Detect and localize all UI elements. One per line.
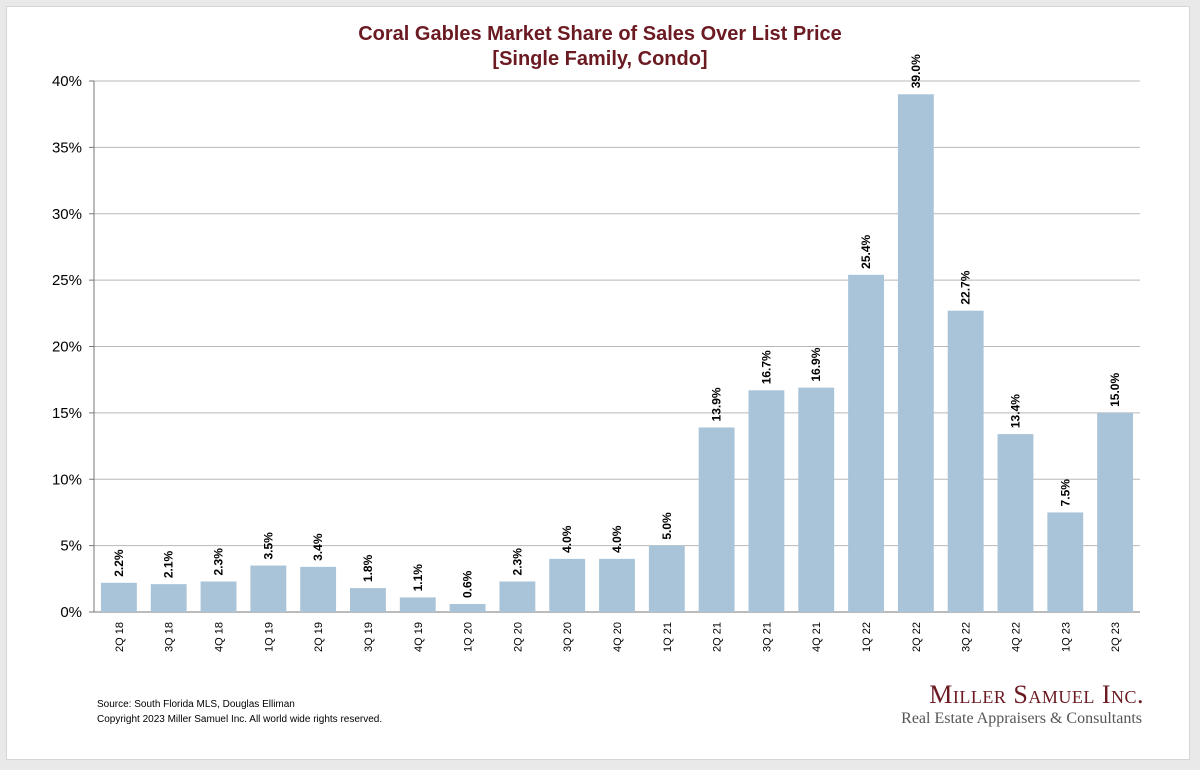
bar-data-label: 25.4% (859, 234, 873, 268)
bar (399, 597, 436, 612)
y-tick-label: 35% (52, 139, 82, 156)
bar-data-label: 16.7% (759, 350, 773, 384)
bar-data-label: 2.3% (212, 548, 226, 576)
bar-data-label: 5.0% (660, 512, 674, 540)
bar (599, 558, 635, 612)
bar-data-label: 39.0% (909, 54, 923, 88)
x-tick-label: 4Q 19 (413, 622, 425, 652)
bar (997, 434, 1034, 612)
x-tick-label: 1Q 21 (662, 622, 674, 652)
bar (100, 582, 137, 612)
bar-data-label: 22.7% (959, 270, 973, 304)
x-tick-label: 2Q 18 (114, 622, 126, 652)
y-tick-label: 0% (60, 604, 82, 621)
bar (698, 427, 735, 612)
bar-data-label: 2.2% (112, 549, 126, 577)
x-tick-label: 2Q 22 (911, 622, 923, 652)
chart-subtitle: [Single Family, Condo] (492, 48, 708, 70)
bar-data-label: 1.1% (411, 564, 425, 592)
bar-data-label: 7.5% (1058, 479, 1072, 507)
bar-data-label: 2.3% (510, 548, 524, 576)
bar (1047, 512, 1084, 612)
y-tick-label: 30% (52, 206, 82, 223)
bar-data-label: 13.4% (1008, 394, 1022, 428)
y-tick-label: 10% (52, 471, 82, 488)
y-tick-label: 15% (52, 405, 82, 422)
bar-data-label: 4.0% (560, 525, 574, 553)
x-tick-label: 2Q 21 (712, 622, 724, 652)
bar (648, 545, 685, 612)
x-tick-label: 1Q 23 (1060, 622, 1072, 652)
bar (449, 604, 486, 612)
x-tick-label: 2Q 20 (512, 622, 524, 652)
bar-data-label: 1.8% (361, 554, 375, 582)
x-tick-label: 4Q 20 (612, 622, 624, 652)
x-tick-label: 3Q 21 (761, 622, 773, 652)
bar-data-label: 13.9% (710, 387, 724, 421)
bar (549, 558, 586, 612)
bar (947, 310, 984, 612)
x-tick-label: 3Q 22 (961, 622, 973, 652)
x-tick-label: 3Q 18 (164, 622, 176, 652)
bar-data-label: 2.1% (162, 550, 176, 578)
y-tick-label: 5% (60, 538, 82, 555)
x-tick-label: 4Q 22 (1010, 622, 1022, 652)
y-tick-label: 40% (52, 73, 82, 90)
x-tick-label: 1Q 20 (463, 622, 475, 652)
bar (350, 588, 386, 612)
x-tick-label: 2Q 23 (1110, 622, 1122, 652)
bar (300, 566, 337, 612)
company-logo-tagline: Real Estate Appraisers & Consultants (901, 710, 1142, 727)
bar (1097, 412, 1134, 612)
bar (848, 274, 884, 612)
bar (200, 581, 237, 612)
x-tick-label: 1Q 22 (861, 622, 873, 652)
bar (150, 584, 187, 612)
chart-title: Coral Gables Market Share of Sales Over … (358, 23, 842, 45)
chart-frame (6, 6, 1190, 760)
bar-data-label: 3.5% (261, 532, 275, 560)
bar (499, 581, 536, 612)
x-tick-label: 4Q 21 (811, 622, 823, 652)
bar (748, 390, 785, 612)
x-tick-label: 4Q 18 (214, 622, 226, 652)
bar (897, 94, 934, 612)
bar-data-label: 0.6% (461, 570, 475, 598)
bar-data-label: 16.9% (809, 347, 823, 381)
bar-data-label: 3.4% (311, 533, 325, 561)
source-note: Source: South Florida MLS, Douglas Ellim… (97, 699, 295, 710)
bar-data-label: 15.0% (1108, 373, 1122, 407)
bar (250, 565, 287, 612)
x-tick-label: 3Q 19 (363, 622, 375, 652)
copyright-note: Copyright 2023 Miller Samuel Inc. All wo… (97, 714, 383, 725)
bar (798, 387, 835, 612)
x-tick-label: 1Q 19 (263, 622, 275, 652)
y-tick-label: 20% (52, 339, 82, 356)
bar-data-label: 4.0% (610, 525, 624, 553)
company-logo-name: Miller Samuel Inc. (929, 680, 1144, 709)
y-tick-label: 25% (52, 272, 82, 289)
x-tick-label: 2Q 19 (313, 622, 325, 652)
x-tick-label: 3Q 20 (562, 622, 574, 652)
